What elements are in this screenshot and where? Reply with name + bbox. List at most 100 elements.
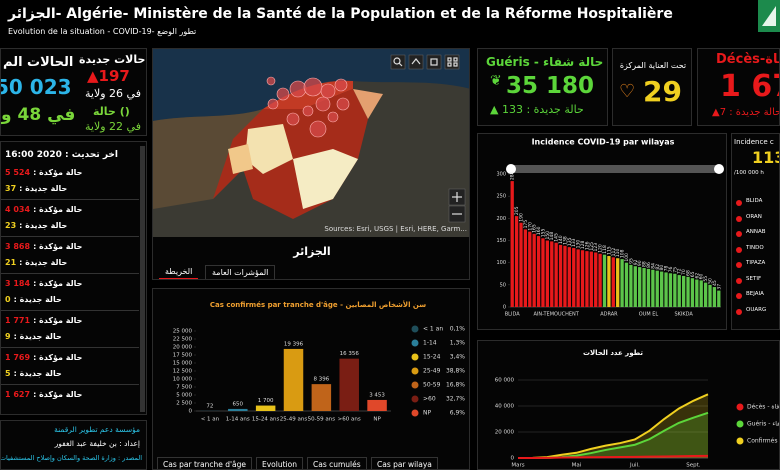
value-label: 155 <box>540 229 546 238</box>
value-label: 70 <box>681 269 687 275</box>
side-name: TINDO <box>746 244 764 251</box>
credits: مؤسسة دعم تطوير الرقمنة إعداد : بن خليفة… <box>0 420 147 470</box>
bar <box>550 241 554 307</box>
bar <box>523 229 528 307</box>
wilaya-row: 23 حالة جديدة : <box>5 221 67 230</box>
legend-dot <box>411 353 419 361</box>
value-label: 115 <box>606 246 612 255</box>
incidence-panel: Incidence COVID-19 par wilayas 0 50 100 150 2… <box>477 133 727 330</box>
bar <box>283 348 304 411</box>
x-tick-label: ADRAR <box>600 312 618 318</box>
bar <box>611 257 615 307</box>
value-label: 150 <box>545 231 551 240</box>
y-tick-label: 60 000 <box>495 378 515 384</box>
y-tick-label: 40 000 <box>495 404 515 410</box>
credit-author: إعداد : بن خليفة عبد الغفور <box>54 439 140 448</box>
value-label: 82 <box>655 264 661 270</box>
separator <box>1 273 139 274</box>
side-value: 113 <box>752 148 779 167</box>
value-label: 3 453 <box>369 392 385 398</box>
value-label: 148 <box>549 232 555 241</box>
wilaya-label: حالة مؤكدة : <box>33 390 83 399</box>
wilaya-value: 4 034 <box>5 205 31 214</box>
bar <box>554 242 558 307</box>
updated: اخر تحديث : 2020 16:00 <box>5 150 118 160</box>
deaths-label: Décès-وفاة <box>716 52 779 67</box>
value-label: 45 <box>712 280 718 286</box>
title: الجزائر- Algérie- Ministère de la Santé … <box>8 6 673 22</box>
wilaya-label: حالة جديدة : <box>19 221 68 230</box>
bar <box>681 275 686 307</box>
bar <box>541 238 545 307</box>
legend-dot <box>411 325 419 333</box>
separator <box>1 310 139 311</box>
tab[interactable]: Evolution <box>256 457 303 469</box>
value-label: 68 <box>686 270 692 276</box>
new-wilayas: في 26 ولاية <box>85 87 141 100</box>
chart-title: Incidence COVID-19 par wilayas <box>532 138 675 147</box>
bar <box>655 270 659 307</box>
map-attribution: Sources: Esri, USGS | Esri, HERE, Garm..… <box>324 225 467 233</box>
legend-name: Confirmés - <box>747 438 780 445</box>
bar <box>638 267 642 307</box>
wilaya-list: اخر تحديث : 2020 16:00 5 524 حالة مؤكدة :… <box>0 141 147 415</box>
bar <box>690 278 695 307</box>
y-tick-label: 300 <box>496 172 506 178</box>
bar <box>528 231 532 307</box>
value-label: 37 <box>716 284 722 290</box>
bar <box>536 236 541 307</box>
legend-dot <box>411 339 419 347</box>
value-label: 90 <box>637 260 643 266</box>
tab[interactable]: Cas cumulés <box>307 457 367 469</box>
side-name: BLIDA <box>746 198 763 204</box>
value-label: 80 <box>659 265 665 271</box>
slider[interactable] <box>478 134 727 330</box>
legend-share: 3,4% <box>450 354 466 361</box>
map-tab[interactable]: الخريطة <box>159 265 199 279</box>
value-label: 118 <box>602 245 608 254</box>
bar <box>311 384 332 411</box>
total-label: الحالات الم <box>3 55 74 70</box>
side-name: BEJAIA <box>746 291 764 297</box>
y-tick-label: 50 <box>500 282 506 288</box>
map-tab[interactable]: المؤشرات العامة <box>205 265 276 279</box>
wilaya-row: 3 184 حالة مؤكدة : <box>5 279 82 288</box>
value-label: 19 396 <box>284 341 304 347</box>
tab[interactable]: Cas par wilaya <box>371 457 438 469</box>
side-name: TIPAZA <box>746 260 766 266</box>
legend-name: 1-14 <box>423 340 437 347</box>
side-dot <box>736 308 742 315</box>
wilaya-value: 37 <box>5 184 17 193</box>
value-label: 8 396 <box>313 377 329 383</box>
bar <box>510 181 514 307</box>
wilaya-value: 9 <box>5 332 11 341</box>
y-tick-label: 25 000 <box>173 329 193 335</box>
value-label: 62 <box>694 273 700 279</box>
chart-title: Cas confirmés par tranche d'âge - سن الأ… <box>210 300 426 309</box>
value-label: 126 <box>584 241 590 250</box>
value-label: 135 <box>567 237 573 246</box>
side-name: SETIF <box>746 275 762 282</box>
wilaya-row: 21 حالة جديدة : <box>5 258 67 267</box>
value-label: 108 <box>620 249 626 258</box>
legend-dot <box>411 409 419 417</box>
y-tick-label: 150 <box>496 238 506 244</box>
area <box>518 394 708 458</box>
scrollbar[interactable] <box>140 146 145 412</box>
evolution-panel: تطور عدد الحالات 0 20 000 40 000 60 000 Mars M… <box>477 340 780 470</box>
wilaya-value: 23 <box>5 221 17 230</box>
tab[interactable]: Cas par tranche d'âge <box>157 457 252 469</box>
wilaya-label: حالة مؤكدة : <box>33 316 83 325</box>
value-label: 95 <box>628 258 634 264</box>
map[interactable] <box>153 49 470 237</box>
x-tick-label: SKIKDA <box>674 312 693 318</box>
wilaya-row: 0 حالة جديدة : <box>5 295 62 304</box>
bar <box>532 233 536 307</box>
value-label: 128 <box>580 241 586 250</box>
y-tick-label: 2 500 <box>176 401 192 407</box>
bar <box>668 273 673 307</box>
bar <box>629 264 633 307</box>
side-name: OUARG <box>746 306 767 313</box>
wilaya-row: 1 769 حالة مؤكدة : <box>5 353 82 362</box>
